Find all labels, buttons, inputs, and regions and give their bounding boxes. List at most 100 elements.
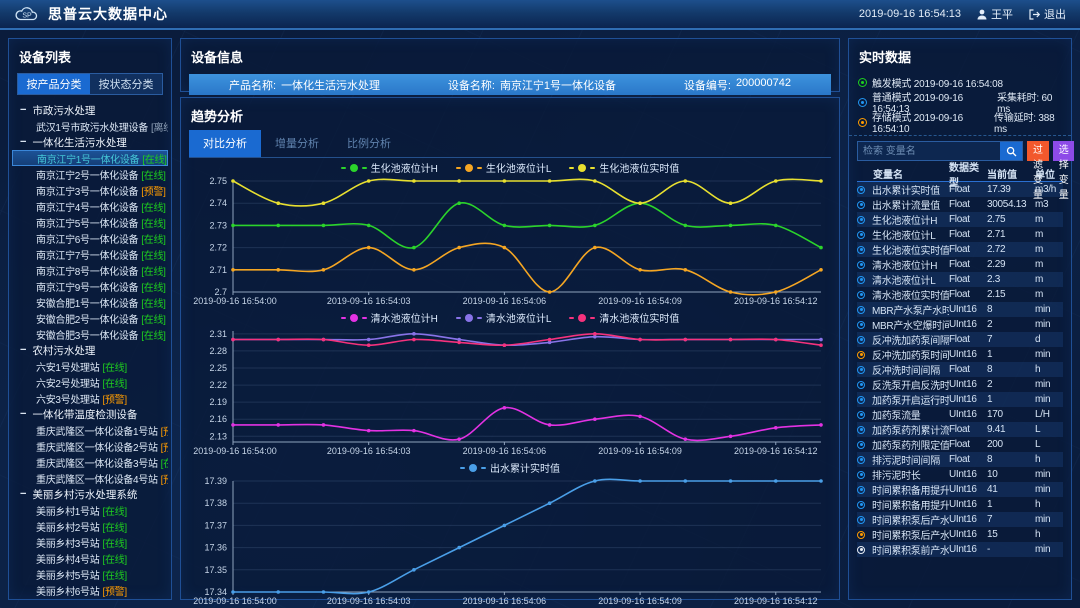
device-item[interactable]: 美丽乡村1号站 [在线]: [12, 502, 168, 518]
device-item[interactable]: 安徽合肥1号一体化设备 [在线]: [12, 294, 168, 310]
legend-item[interactable]: 清水池液位计L: [455, 310, 552, 325]
device-item[interactable]: 南京江宁3号一体化设备 [预警]: [12, 182, 168, 198]
trend-tab-3[interactable]: 比例分析: [347, 138, 391, 150]
device-item[interactable]: 安徽合肥2号一体化设备 [在线]: [12, 310, 168, 326]
device-group[interactable]: − 市政污水处理: [12, 102, 168, 118]
select-variables-button[interactable]: 选择变量: [1052, 141, 1075, 201]
collapse-icon[interactable]: −: [20, 136, 27, 148]
svg-text:17.35: 17.35: [204, 565, 227, 575]
collapse-icon[interactable]: −: [20, 488, 27, 500]
variable-unit: L/H: [1035, 409, 1050, 420]
device-item[interactable]: 六安1号处理站 [在线]: [12, 358, 168, 374]
device-item[interactable]: 美丽乡村5号站 [在线]: [12, 566, 168, 582]
legend-line-icon: [569, 316, 575, 319]
device-item[interactable]: 美丽乡村3号站 [在线]: [12, 534, 168, 550]
device-item[interactable]: 南京江宁7号一体化设备 [在线]: [12, 246, 168, 262]
variable-row[interactable]: 排污泥时间间隔 Float 8 h: [857, 452, 1063, 467]
variable-row[interactable]: 生化池液位计L Float 2.71 m: [857, 227, 1063, 242]
collapse-icon[interactable]: −: [20, 104, 27, 116]
legend-item[interactable]: 出水累计实时值: [460, 460, 560, 475]
collapse-icon[interactable]: −: [20, 344, 27, 356]
device-item[interactable]: 南京江宁9号一体化设备 [在线]: [12, 278, 168, 294]
filter-variables-button[interactable]: 过滤变量: [1027, 141, 1049, 201]
device-group[interactable]: − 一体化生活污水处理: [12, 134, 168, 150]
device-item[interactable]: 重庆武隆区一体化设备3号站[在线]: [12, 454, 168, 470]
device-item[interactable]: 重庆武隆区一体化设备4号站[预警]: [12, 470, 168, 486]
variable-row[interactable]: 清水池液位计H Float 2.29 m: [857, 257, 1063, 272]
device-item[interactable]: 美丽乡村6号站 [预警]: [12, 582, 168, 598]
variable-row[interactable]: 清水池液位实时值 Float 2.15 m: [857, 287, 1063, 302]
device-item[interactable]: 重庆武隆区一体化设备2号站[预警]: [12, 438, 168, 454]
group-label: 一体化生活污水处理: [32, 136, 127, 149]
variable-row[interactable]: 时间累积泵前产水电动阀分UInt16- min: [857, 542, 1063, 557]
collapse-icon[interactable]: −: [20, 408, 27, 420]
legend-item[interactable]: 生化池液位计H: [340, 160, 438, 175]
device-group[interactable]: − 农村污水处理: [12, 342, 168, 358]
variable-type: UInt16: [949, 379, 977, 390]
sidebar-tab-2[interactable]: 按状态分类: [90, 74, 162, 94]
variable-row[interactable]: 时间累积备用提升泵时UInt16 1 h: [857, 497, 1063, 512]
target-dot-icon: [857, 395, 865, 404]
device-item[interactable]: 美丽乡村4号站 [在线]: [12, 550, 168, 566]
device-item[interactable]: 南京江宁6号一体化设备 [在线]: [12, 230, 168, 246]
variable-row[interactable]: 反洗泵开启反洗时长UInt16 2 min: [857, 377, 1063, 392]
device-item[interactable]: 南京江宁1号一体化设备 [在线]: [12, 150, 168, 166]
device-item[interactable]: 南京江宁4号一体化设备 [在线]: [12, 198, 168, 214]
variable-row[interactable]: 时间累积备用提升泵分UInt16 41 min: [857, 482, 1063, 497]
device-item[interactable]: 六安3号处理站 [预警]: [12, 390, 168, 406]
variable-unit: min: [1035, 379, 1051, 390]
variable-row[interactable]: 时间累积泵后产水电动阀分UInt16 7 min: [857, 512, 1063, 527]
device-item[interactable]: 南京江宁5号一体化设备 [在线]: [12, 214, 168, 230]
variable-row[interactable]: 加药泵药剂累计流量Float 9.41 L: [857, 422, 1063, 437]
variable-name: 时间累积备用提升泵时: [872, 501, 949, 512]
device-item[interactable]: 重庆武隆区一体化设备1号站[预警]: [12, 422, 168, 438]
legend-line-icon: [590, 316, 596, 319]
device-item[interactable]: 六安2号处理站 [在线]: [12, 374, 168, 390]
device-name: 美丽乡村1号站: [36, 506, 100, 518]
variable-row[interactable]: 生化池液位实时值 Float 2.72 m: [857, 242, 1063, 257]
legend-item[interactable]: 清水池液位实时值: [569, 310, 679, 325]
legend-item[interactable]: 清水池液位计H: [340, 310, 438, 325]
variable-row[interactable]: 出水累计流量值 Float 30054.13 m3: [857, 197, 1063, 212]
sidebar-tab-1[interactable]: 按产品分类: [18, 74, 90, 94]
variable-row[interactable]: 反冲洗加药泵间隔时间Float 7 d: [857, 332, 1063, 347]
variable-row[interactable]: 清水池液位计L Float 2.3 m: [857, 272, 1063, 287]
device-item[interactable]: 南京江宁8号一体化设备 [在线]: [12, 262, 168, 278]
device-item[interactable]: 安徽合肥3号一体化设备 [在线]: [12, 326, 168, 342]
variable-row[interactable]: 出水累计实时值 Float 17.39 m3/h: [857, 182, 1063, 197]
device-item[interactable]: 美丽乡村2号站 [在线]: [12, 518, 168, 534]
variable-row[interactable]: 排污泥时长 UInt16 10 min: [857, 467, 1063, 482]
legend-item[interactable]: 生化池液位计L: [455, 160, 551, 175]
trend-tab-1[interactable]: 对比分析: [189, 130, 261, 157]
search-input[interactable]: [858, 142, 1000, 160]
user-menu[interactable]: 王平: [977, 6, 1013, 22]
logout-button[interactable]: 退出: [1029, 6, 1066, 22]
device-status: [在线]: [102, 362, 127, 374]
variable-row[interactable]: 生化池液位计H Float 2.75 m: [857, 212, 1063, 227]
variable-icon-cell: [857, 200, 872, 209]
device-group[interactable]: − 一体化带温度检测设备: [12, 406, 168, 422]
variable-row[interactable]: 加药泵流量 UInt16 170 L/H: [857, 407, 1063, 422]
info-field-label: 设备名称:: [447, 79, 495, 92]
search-button[interactable]: [1000, 142, 1022, 160]
trend-tab-2[interactable]: 增量分析: [275, 138, 319, 150]
device-item[interactable]: 武汉1号市政污水处理设备[离线]: [12, 118, 168, 134]
charts-container: 生化池液位计H 生化池液位计L 生化池液位实时值 2.75 2.74 2.73 2.72 2.…: [181, 160, 839, 608]
device-group[interactable]: − 美丽乡村污水处理系统: [12, 486, 168, 502]
variable-row[interactable]: 时间累积泵后产水电动阀时UInt16 15 h: [857, 527, 1063, 542]
mode-extra: 传输延时: 388 ms: [994, 113, 1055, 135]
variable-row[interactable]: 反冲洗时间间隔 Float 8 h: [857, 362, 1063, 377]
svg-text:2019-09-16 16:54:03: 2019-09-16 16:54:03: [327, 446, 411, 456]
svg-text:2019-09-16 16:54:06: 2019-09-16 16:54:06: [463, 446, 547, 456]
legend-label: 生化池液位计H: [370, 164, 438, 175]
device-item[interactable]: 南京江宁2号一体化设备 [在线]: [12, 166, 168, 182]
legend-label: 清水池液位计L: [485, 314, 552, 325]
variable-row[interactable]: MBR产水泵产水时间分UInt16 8 min: [857, 302, 1063, 317]
mode-row-2: 普通模式 2019-09-16 16:54:13 采集耗时: 60 ms: [849, 92, 1071, 115]
variable-row[interactable]: 加药泵开启运行时间UInt16 1 min: [857, 392, 1063, 407]
variable-row[interactable]: MBR产水空爆时间分UInt16 2 min: [857, 317, 1063, 332]
variable-row[interactable]: 加药泵药剂限定值 Float 200 L: [857, 437, 1063, 452]
legend-item[interactable]: 生化池液位实时值: [569, 160, 679, 175]
target-dot-icon: [857, 245, 865, 254]
variable-row[interactable]: 反冲洗加药泵时间 UInt16 1 min: [857, 347, 1063, 362]
